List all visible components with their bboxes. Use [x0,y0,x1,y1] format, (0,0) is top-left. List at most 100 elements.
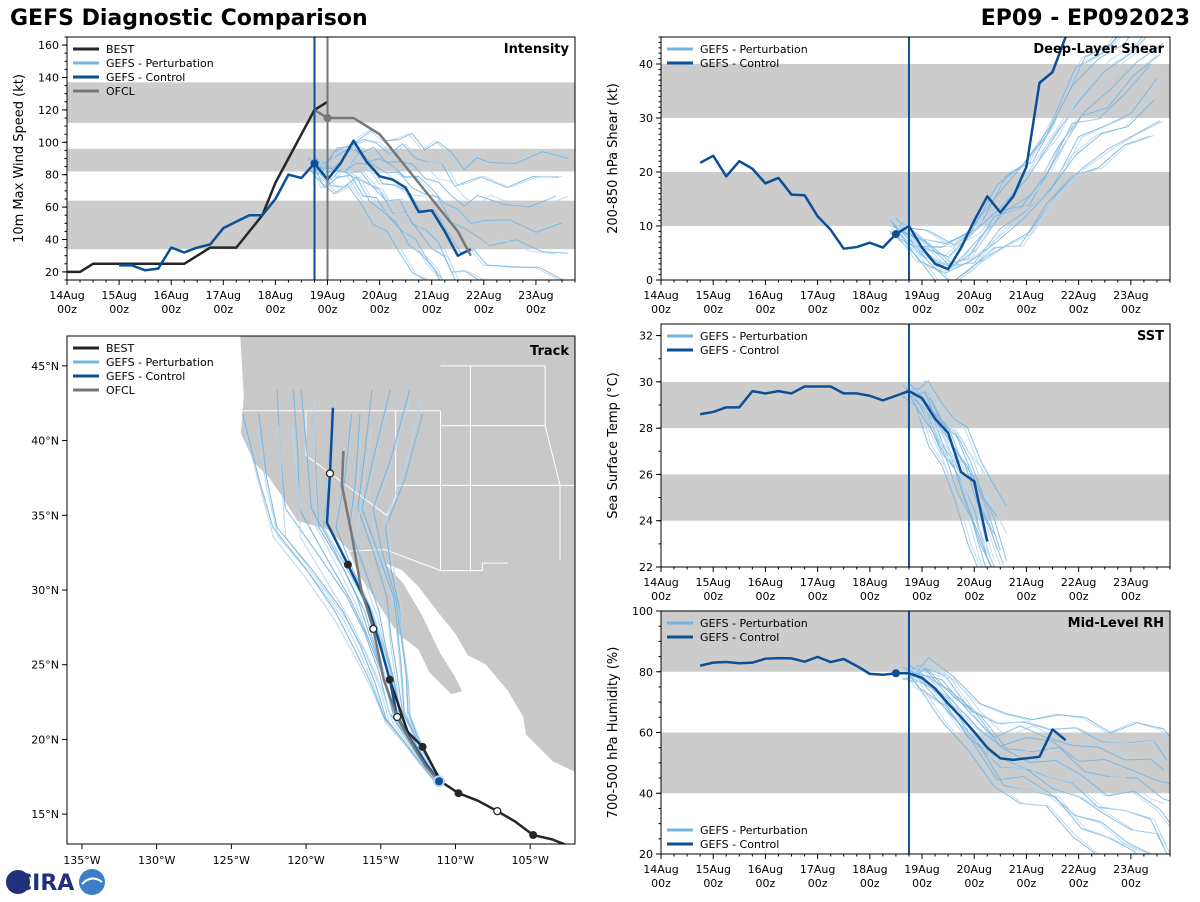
sst-band-1 [661,474,1170,521]
track-legend-label-1: GEFS - Perturbation [106,356,214,369]
intensity-xtick-label-hour-6: 00z [370,303,390,316]
intensity-perturbation-member-18 [317,162,565,280]
intensity-legend-label-2: GEFS - Control [106,71,185,84]
shear-xtick-label-day-0: 14Aug [643,289,678,302]
shear-xtick-label-day-2: 16Aug [748,289,783,302]
rh-ytick-label-3: 80 [639,666,653,679]
rh-xtick-label-hour-0: 00z [651,877,671,890]
rh-perturbation-member-17 [908,665,1170,761]
sst-xtick-label-hour-3: 00z [808,590,828,603]
intensity-series-best [67,100,329,274]
shear-xtick-label-hour-4: 00z [860,303,880,316]
rh-xtick-label-day-0: 14Aug [643,863,678,876]
rh-perturbation-member-15 [902,669,1164,804]
shear-perturbation-member-8 [898,120,1161,280]
shear-band-0 [661,64,1170,118]
shear-xtick-label-day-3: 17Aug [800,289,835,302]
rh-ytick-label-1: 40 [639,787,653,800]
shear-ytick-label-1: 10 [639,220,653,233]
shear-perturbation-member-2 [895,78,1158,267]
rh-legend-label-0: GEFS - Perturbation [700,617,808,630]
shear-perturbation-member-9 [901,37,1143,248]
intensity-xtick-label-day-6: 20Aug [362,289,397,302]
intensity-xtick-label-hour-2: 00z [161,303,181,316]
sst-ytick-label-3: 28 [639,422,653,435]
rh-perturbation-member-6 [905,664,1168,761]
intensity-xtick-label-hour-4: 00z [266,303,286,316]
track-map-area [239,336,575,844]
rh-perturbation-member-19 [914,672,1142,854]
sst-ytick-label-4: 30 [639,376,653,389]
track-perturbation-member-3 [276,389,437,782]
intensity-xtick-label-hour-8: 00z [474,303,494,316]
sst-perturbation-member-17 [908,389,1001,518]
rh-xtick-label-hour-5: 00z [912,877,932,890]
sst-perturbation-member-10 [902,397,993,567]
intensity-xtick-label-hour-1: 00z [109,303,129,316]
rh-perturbation-member-18 [911,668,1170,824]
shear-perturbation-member-14 [902,37,1117,246]
shear-xtick-label-day-4: 18Aug [852,289,887,302]
sst-perturbation-member-9 [914,385,1008,534]
intensity-xtick-label-day-2: 16Aug [153,289,188,302]
rh-xtick-label-day-8: 22Aug [1061,863,1096,876]
intensity-ytick-label-3: 80 [45,169,59,182]
intensity-ytick-label-6: 140 [38,72,59,85]
rh-xtick-label-day-5: 19Aug [904,863,939,876]
intensity-init-marker [310,159,319,168]
track-best-marker-1 [454,789,463,798]
sst-xtick-label-hour-7: 00z [1017,590,1037,603]
track-legend-label-0: BEST [106,342,134,355]
storm-id-title: EP09 - EP092023 [980,6,1190,31]
track-ytick-label-3: 30°N [31,584,59,597]
rh-panel: 2040608010014Aug00z15Aug00z16Aug00z17Aug… [606,605,1171,890]
sst-plot-area [661,324,1170,567]
intensity-ylabel: 10m Max Wind Speed (kt) [12,74,27,243]
track-ytick-label-6: 45°N [31,360,59,373]
sst-xtick-label-day-2: 16Aug [748,576,783,589]
intensity-xtick-label-hour-5: 00z [318,303,338,316]
track-open-marker-2 [369,624,378,633]
intensity-perturbation-member-20 [307,145,556,208]
intensity-xtick-label-day-5: 19Aug [310,289,345,302]
intensity-xtick-label-hour-3: 00z [213,303,233,316]
sst-xtick-label-hour-6: 00z [964,590,984,603]
sst-perturbation-member-0 [902,395,979,567]
rh-xtick-label-hour-7: 00z [1017,877,1037,890]
shear-ytick-label-4: 40 [639,58,653,71]
sst-perturbation-member-3 [911,379,1004,508]
rh-title: Mid-Level RH [1068,616,1164,631]
track-perturbation-member-25 [349,413,441,782]
track-open-marker-3 [325,469,335,478]
track-ytick-label-5: 40°N [31,435,59,448]
rh-band-0 [661,611,1170,672]
rh-xtick-label-hour-1: 00z [703,877,723,890]
sst-xtick-label-hour-4: 00z [860,590,880,603]
shear-xtick-label-hour-1: 00z [703,303,723,316]
sst-xtick-label-day-7: 21Aug [1009,576,1044,589]
track-ytick-label-1: 20°N [31,733,59,746]
rh-plot-area [661,611,1170,854]
track-legend-label-3: OFCL [106,384,136,397]
sst-panel: 22242628303214Aug00z15Aug00z16Aug00z17Au… [606,323,1171,603]
sst-series-gefs-control [699,385,989,542]
intensity-xtick-label-day-7: 21Aug [414,289,449,302]
intensity-ytick-label-0: 20 [45,266,59,279]
intensity-perturbation-member-21 [311,168,485,280]
intensity-perturbation-member-13 [317,165,460,280]
shear-xtick-label-hour-6: 00z [964,303,984,316]
track-legend-label-2: GEFS - Control [106,370,185,383]
intensity-xtick-label-day-9: 23Aug [518,289,553,302]
shear-xtick-label-hour-2: 00z [756,303,776,316]
shear-panel: 01020304014Aug00z15Aug00z16Aug00z17Aug00… [606,36,1171,316]
rh-lower-legend-label-1: GEFS - Control [700,838,779,851]
shear-legend-label-0: GEFS - Perturbation [700,43,808,56]
rh-ytick-label-4: 100 [632,605,653,618]
rh-xtick-label-day-4: 18Aug [852,863,887,876]
intensity-ytick-label-2: 60 [45,201,59,214]
sst-ytick-label-1: 24 [639,515,653,528]
cira-logo-graphic: CIRA [6,869,105,896]
intensity-perturbation-member-0 [307,167,427,280]
page-title: GEFS Diagnostic Comparison [10,6,368,31]
track-perturbation-member-8 [256,425,436,782]
